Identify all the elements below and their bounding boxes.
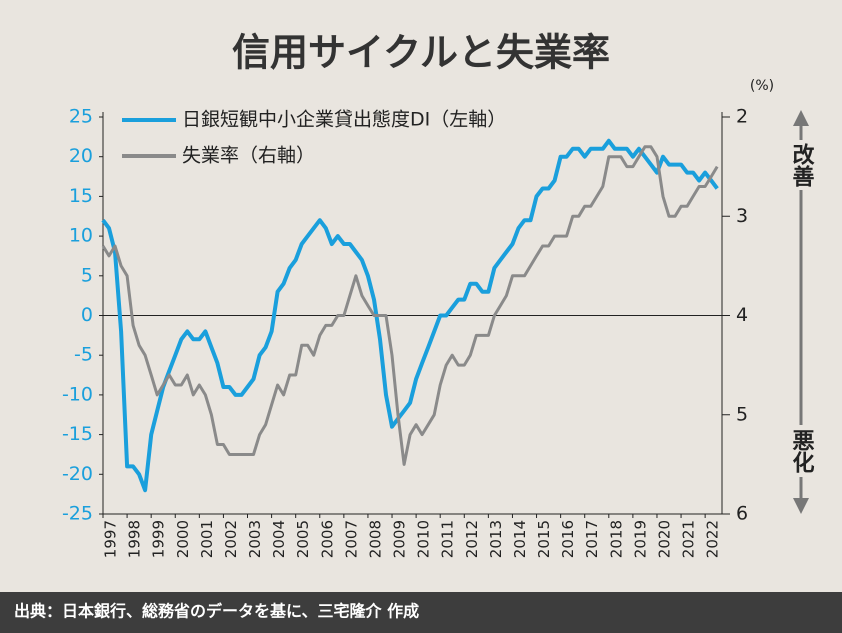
legend-label: 失業率（右軸） <box>182 145 315 167</box>
x-tick-label: 2017 <box>583 520 601 558</box>
y-tick-label: 5 <box>81 264 93 286</box>
y-tick-label: -5 <box>74 344 93 366</box>
series-line <box>101 138 719 493</box>
x-tick-label: 2000 <box>174 520 192 558</box>
y-tick-label: -20 <box>62 463 93 485</box>
x-tick-label: 2008 <box>366 520 384 558</box>
y2-tick-label: 3 <box>736 205 748 227</box>
x-tick-label: 2005 <box>294 520 312 558</box>
x-tick-label: 1998 <box>126 520 144 558</box>
x-tick-label: 2001 <box>198 520 216 558</box>
y2-unit: (%) <box>750 78 774 94</box>
x-tick-label: 2002 <box>222 520 240 558</box>
x-tick-label: 2015 <box>535 520 553 558</box>
annotation-worsen: 悪化 <box>789 429 815 473</box>
x-tick-label: 1997 <box>102 520 120 558</box>
x-tick-label: 2004 <box>270 520 288 558</box>
y2-tick-label: 2 <box>736 106 748 128</box>
x-tick-label: 2018 <box>607 520 625 558</box>
x-tick-label: 2009 <box>391 520 409 558</box>
y-tick-label: 10 <box>69 225 93 247</box>
x-tick-label: 2011 <box>439 520 457 558</box>
x-tick-label: 2021 <box>680 520 698 558</box>
annotation-improve: 改善 <box>789 142 815 188</box>
source-bar <box>0 592 842 633</box>
x-tick-label: 2007 <box>342 520 360 558</box>
x-tick-label: 2003 <box>246 520 264 558</box>
x-tick-label: 2012 <box>463 520 481 558</box>
x-tick-label: 2020 <box>655 520 673 558</box>
x-tick-label: 2014 <box>511 520 529 558</box>
y-tick-label: -15 <box>62 423 93 445</box>
x-tick-label: 1999 <box>150 520 168 558</box>
y-tick-label: 25 <box>69 106 93 128</box>
legend-label: 日銀短観中小企業貸出態度DI（左軸） <box>182 109 506 131</box>
y2-tick-label: 6 <box>736 503 748 525</box>
x-tick-label: 2013 <box>487 520 505 558</box>
x-tick-label: 2019 <box>631 520 649 558</box>
y-tick-label: -10 <box>62 383 93 405</box>
y2-tick-label: 5 <box>736 403 748 425</box>
y-tick-label: -25 <box>62 503 93 525</box>
arrow <box>788 110 814 514</box>
source: 出典：日本銀行、総務省のデータを基に、三宅隆介 作成 <box>14 602 419 621</box>
x-tick-label: 2022 <box>704 520 722 558</box>
x-tick-label: 2010 <box>415 520 433 558</box>
series-line <box>101 145 719 466</box>
y-tick-label: 0 <box>81 304 93 326</box>
chart-title: 信用サイクルと失業率 <box>232 31 610 75</box>
y2-tick-label: 4 <box>736 304 748 326</box>
y-tick-label: 20 <box>69 145 93 167</box>
x-tick-label: 2016 <box>559 520 577 558</box>
x-tick-label: 2006 <box>318 520 336 558</box>
y-tick-label: 15 <box>69 185 93 207</box>
